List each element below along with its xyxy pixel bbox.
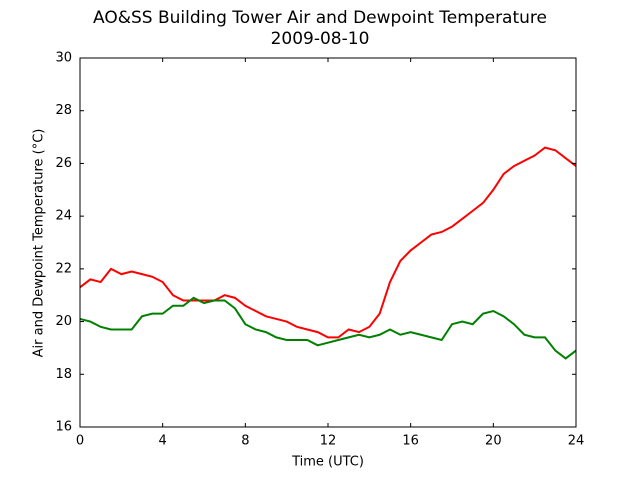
y-tick-label: 18 — [55, 367, 72, 382]
y-tick-label: 24 — [55, 209, 72, 224]
x-tick-label: 4 — [159, 434, 167, 449]
data-line — [79, 296, 577, 360]
x-tick-label: 24 — [568, 434, 585, 449]
x-tick-label: 16 — [402, 434, 419, 449]
x-tick-label: 8 — [241, 434, 249, 449]
chart-title: AO&SS Building Tower Air and Dewpoint Te… — [93, 8, 547, 28]
x-axis-label: Time (UTC) — [291, 455, 364, 470]
chart-subtitle: 2009-08-10 — [271, 29, 370, 49]
data-line — [79, 146, 577, 339]
x-tick-label: 20 — [485, 434, 502, 449]
y-tick-label: 22 — [55, 261, 72, 276]
plot-frame — [79, 57, 577, 428]
y-tick-label: 20 — [55, 314, 72, 329]
y-tick-label: 28 — [55, 103, 72, 118]
y-tick-label: 16 — [55, 420, 72, 435]
x-tick-label: 12 — [320, 434, 337, 449]
y-tick-label: 26 — [55, 156, 72, 171]
y-axis-label: Air and Dewpoint Temperature (°C) — [32, 129, 47, 358]
x-tick-label: 0 — [76, 434, 84, 449]
y-tick-label: 30 — [55, 51, 72, 66]
